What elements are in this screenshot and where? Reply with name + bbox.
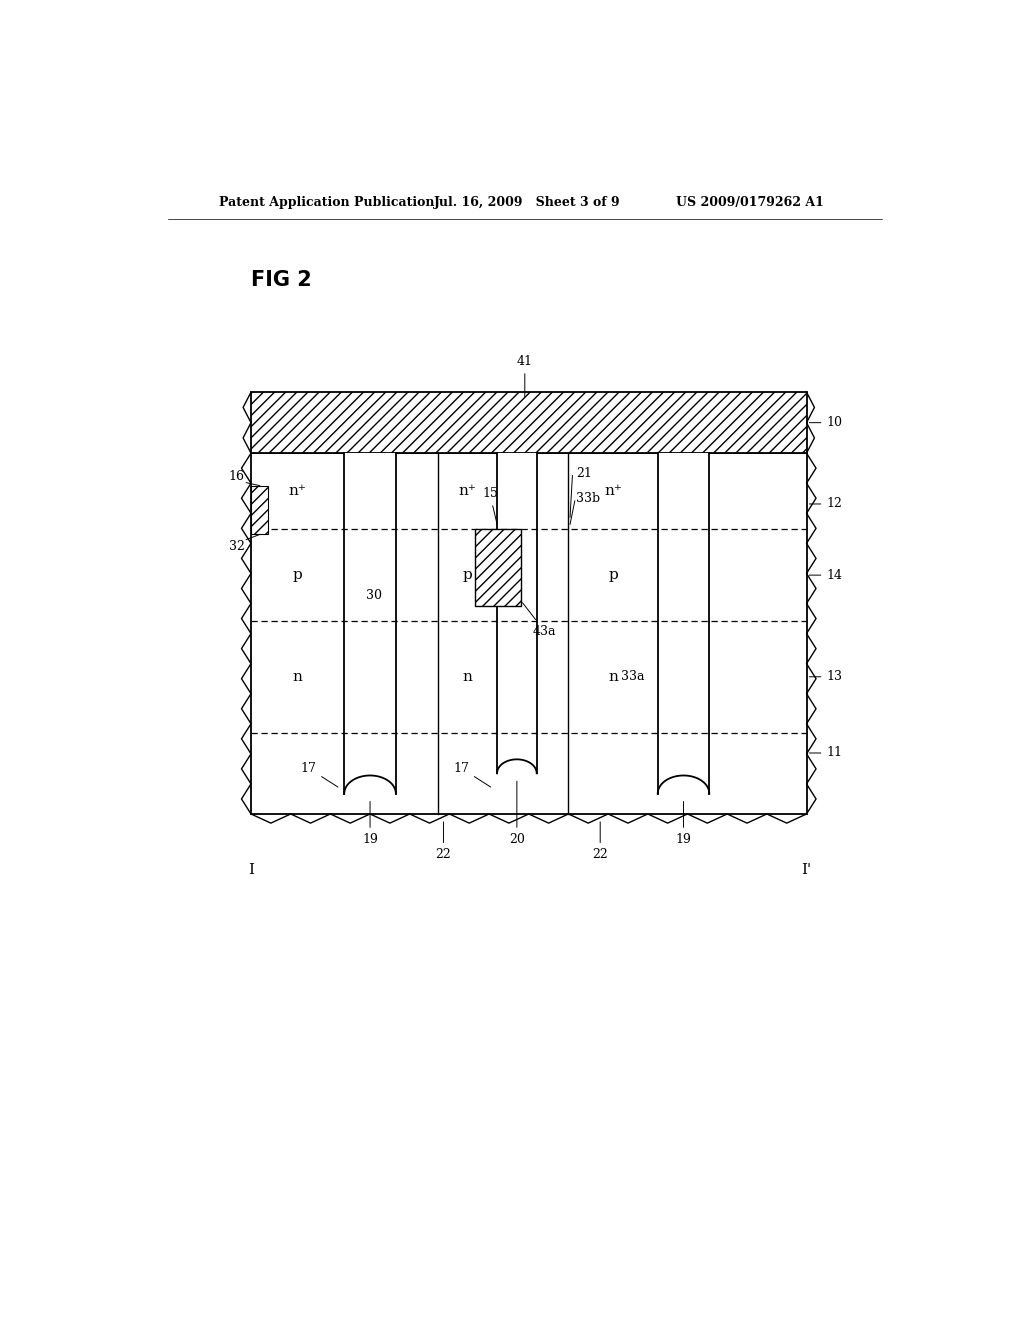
Text: Patent Application Publication: Patent Application Publication: [219, 195, 435, 209]
Bar: [475, 529, 521, 606]
Polygon shape: [497, 759, 537, 774]
Bar: [251, 486, 268, 535]
Text: 33b: 33b: [577, 492, 600, 506]
Text: 17: 17: [454, 762, 490, 787]
Text: n⁺: n⁺: [459, 484, 476, 498]
Bar: [251, 453, 807, 814]
Bar: [497, 453, 537, 774]
Text: 20: 20: [509, 781, 525, 846]
Text: Jul. 16, 2009   Sheet 3 of 9: Jul. 16, 2009 Sheet 3 of 9: [433, 195, 621, 209]
Text: n⁺: n⁺: [289, 484, 306, 498]
Polygon shape: [657, 775, 710, 793]
Text: I': I': [802, 863, 812, 876]
Text: 41: 41: [517, 355, 532, 397]
Bar: [251, 392, 807, 453]
Text: n: n: [462, 669, 472, 684]
Text: 10: 10: [809, 416, 843, 429]
Text: 17: 17: [301, 762, 338, 787]
Text: 19: 19: [362, 801, 378, 846]
Polygon shape: [657, 775, 710, 793]
Text: 19: 19: [676, 801, 691, 846]
Text: FIG 2: FIG 2: [251, 271, 311, 290]
Bar: [657, 453, 710, 793]
Text: 16: 16: [228, 470, 245, 483]
Text: 33a: 33a: [621, 671, 644, 684]
Text: p: p: [463, 568, 472, 582]
Text: 11: 11: [809, 747, 843, 759]
Text: 22: 22: [435, 822, 452, 861]
Text: 21: 21: [577, 467, 592, 480]
Text: p: p: [608, 568, 617, 582]
Text: 12: 12: [809, 498, 843, 511]
Text: 14: 14: [809, 569, 843, 582]
Text: 32: 32: [228, 540, 245, 553]
Text: p: p: [293, 568, 302, 582]
Polygon shape: [344, 775, 396, 793]
Text: n: n: [608, 669, 618, 684]
Text: 13: 13: [809, 671, 843, 684]
Text: n⁺: n⁺: [604, 484, 622, 498]
Text: I: I: [248, 863, 254, 876]
Text: 30: 30: [366, 589, 382, 602]
Text: n: n: [293, 669, 302, 684]
Text: 22: 22: [592, 822, 608, 861]
Text: US 2009/0179262 A1: US 2009/0179262 A1: [676, 195, 823, 209]
Text: 43a: 43a: [522, 603, 556, 638]
Bar: [344, 453, 396, 793]
Text: 15: 15: [482, 487, 498, 524]
Polygon shape: [344, 775, 396, 793]
